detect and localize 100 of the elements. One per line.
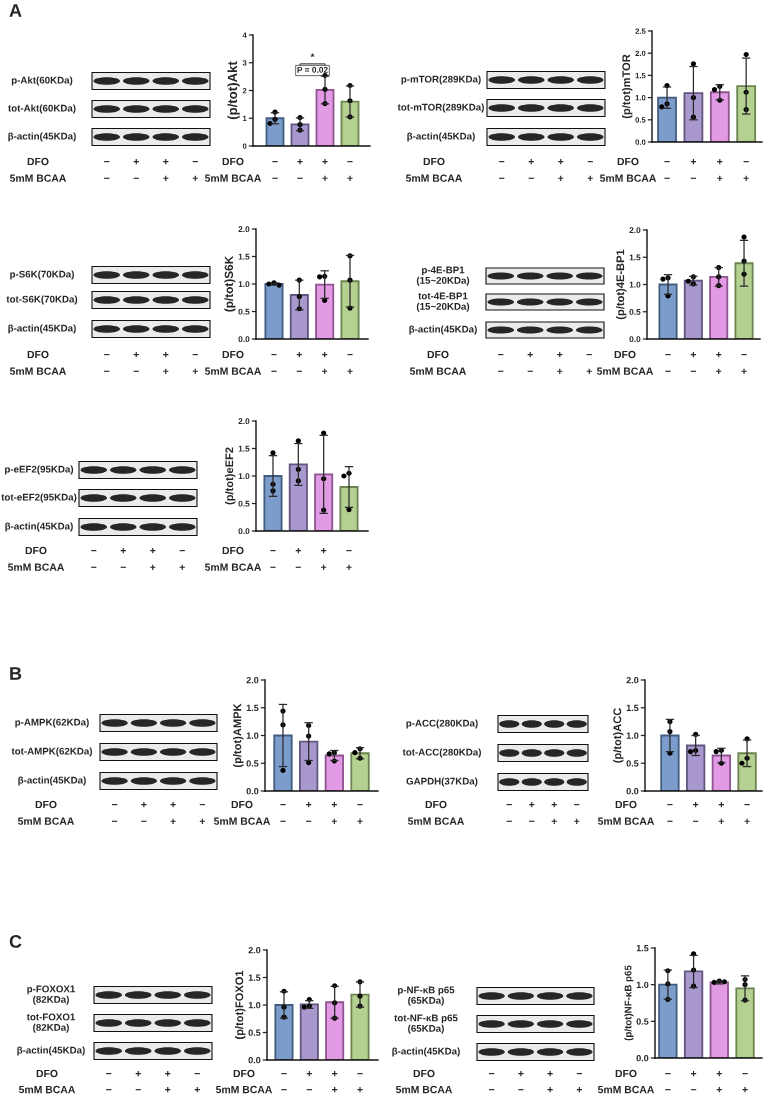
annotation: * bbox=[310, 53, 315, 58]
category-label: + − bbox=[693, 801, 699, 822]
y-tick-label: 1.5 bbox=[238, 445, 250, 452]
category-label: + − bbox=[690, 1070, 697, 1091]
text: β-actin(45KDa) bbox=[392, 1047, 460, 1057]
text: GAPDH(37KDa) bbox=[406, 777, 478, 787]
y-tick-label: 1.0 bbox=[248, 1001, 261, 1009]
category-label: − − bbox=[499, 161, 505, 179]
y-tick-label: 1.5 bbox=[238, 253, 250, 260]
y-axis-title: (p/tot)mTOR bbox=[622, 54, 633, 119]
text: tot-4E-BP1 (15~20KDa) bbox=[416, 292, 470, 312]
y-tick-label: 1.5 bbox=[629, 254, 641, 261]
text: p-4E-BP1 (15~20KDa) bbox=[416, 266, 470, 286]
y-axis-title: (p/tot)AMPK bbox=[233, 703, 244, 768]
y-tick-label: 1.0 bbox=[629, 281, 641, 288]
text: β-actin(45KDa) bbox=[8, 132, 76, 142]
category-label: + − bbox=[133, 351, 139, 372]
category-label: − − bbox=[498, 354, 504, 372]
text: tot-S6K(70KDa) bbox=[6, 295, 78, 305]
x-axis-title: DFO 5mM BCAA bbox=[215, 1069, 273, 1094]
category-label: + − bbox=[133, 158, 139, 179]
y-tick-label: 0.5 bbox=[248, 1029, 261, 1036]
category-label: − − bbox=[91, 550, 97, 568]
y-tick-label: 2.0 bbox=[626, 676, 639, 684]
y-axis-title: (p/tot)eEF2 bbox=[225, 447, 236, 505]
y-axis-title: (p/tot)ACC bbox=[613, 708, 624, 763]
text: p-FOXOX1 (82KDa) bbox=[27, 985, 76, 1005]
category-label: − − bbox=[270, 550, 276, 568]
category-label: + − bbox=[297, 158, 303, 179]
text: DFO 5mM BCAA bbox=[17, 800, 75, 825]
text: DFO 5mM BCAA bbox=[9, 350, 67, 375]
text: p-Akt(60KDa) bbox=[11, 76, 73, 86]
text: tot-mTOR(289KDa) bbox=[397, 103, 484, 113]
category-label: + − bbox=[141, 801, 147, 822]
text: DFO 5mM BCAA bbox=[405, 157, 463, 182]
x-axis-title: DFO 5mM BCAA bbox=[596, 350, 654, 375]
text: p-NF-κB p65 (65KDa) bbox=[398, 986, 455, 1006]
category-label: + + bbox=[150, 547, 156, 570]
category-label: − + bbox=[744, 804, 750, 824]
category-label: + − bbox=[527, 351, 533, 372]
category-label: − − bbox=[664, 161, 670, 179]
category-label: − − bbox=[104, 354, 110, 372]
category-label: − + bbox=[194, 1073, 200, 1093]
text: tot-ACC(280KDa) bbox=[402, 748, 481, 758]
text: p-AMPK(62KDa) bbox=[15, 718, 89, 728]
y-tick-label: 2.0 bbox=[629, 227, 641, 234]
text: tot-Akt(60KDa) bbox=[8, 104, 76, 114]
category-label: − − bbox=[506, 804, 512, 822]
y-tick-label: 1.5 bbox=[636, 945, 649, 952]
category-label: − − bbox=[489, 1073, 495, 1091]
text: DFO 5mM BCAA bbox=[18, 1069, 76, 1094]
text: β-actin(45KDa) bbox=[5, 522, 73, 532]
y-tick-label: 0.5 bbox=[246, 760, 259, 767]
y-tick-label: 0.5 bbox=[238, 308, 250, 315]
text: DFO 5mM BCAA bbox=[407, 800, 465, 825]
category-label: − + bbox=[587, 161, 593, 181]
category-label: − − bbox=[665, 354, 671, 372]
category-label: + − bbox=[135, 1070, 141, 1091]
text: p-ACC(280KDa) bbox=[406, 719, 478, 729]
text: β-actin(45KDa) bbox=[407, 132, 475, 142]
category-label: − + bbox=[574, 804, 580, 824]
category-label: − + bbox=[743, 161, 749, 181]
text: p-mTOR(289KDa) bbox=[401, 75, 481, 85]
y-tick-label: 0.0 bbox=[246, 787, 259, 795]
text: DFO 5mM BCAA bbox=[395, 1069, 453, 1094]
y-tick-label: 1.0 bbox=[238, 281, 250, 288]
y-tick-label: 0.5 bbox=[238, 500, 250, 507]
category-label: + − bbox=[690, 351, 696, 372]
text: A bbox=[9, 4, 22, 17]
category-label: − + bbox=[586, 354, 592, 374]
category-label: − − bbox=[281, 1073, 287, 1091]
x-axis-title: DFO 5mM BCAA bbox=[204, 350, 262, 375]
category-label: + − bbox=[120, 547, 126, 568]
category-label: − + bbox=[179, 550, 185, 570]
category-label: − − bbox=[272, 161, 278, 179]
y-axis-title: (p/tot)FOXO1 bbox=[235, 970, 246, 1040]
text: C bbox=[9, 935, 22, 948]
y-tick-label: 0.0 bbox=[238, 528, 250, 535]
y-tick-label: 2.0 bbox=[248, 946, 261, 954]
y-tick-label: 1.5 bbox=[248, 974, 261, 981]
y-tick-label: 1.5 bbox=[626, 704, 639, 712]
y-tick-label: 1.5 bbox=[246, 704, 259, 712]
y-tick-label: 2.0 bbox=[238, 226, 250, 233]
text: DFO 5mM BCAA bbox=[9, 157, 67, 182]
text: β-actin(45KDa) bbox=[409, 325, 477, 335]
x-axis-title: DFO 5mM BCAA bbox=[204, 157, 262, 182]
y-tick-label: 1.0 bbox=[246, 732, 259, 739]
text: β-actin(45KDa) bbox=[18, 776, 86, 786]
category-label: + − bbox=[528, 158, 534, 179]
category-label: − − bbox=[104, 161, 110, 179]
x-axis-title: DFO 5mM BCAA bbox=[597, 1069, 655, 1094]
category-label: + − bbox=[529, 801, 535, 822]
y-tick-label: 0.0 bbox=[629, 336, 641, 343]
y-tick-label: 0.0 bbox=[248, 1056, 261, 1064]
x-axis-title: DFO 5mM BCAA bbox=[213, 800, 271, 825]
y-tick-label: 1.0 bbox=[238, 473, 250, 480]
category-label: − + bbox=[741, 354, 747, 374]
category-label: − − bbox=[112, 804, 118, 822]
category-label: − + bbox=[347, 354, 353, 374]
y-tick-label: 1.0 bbox=[626, 732, 639, 739]
